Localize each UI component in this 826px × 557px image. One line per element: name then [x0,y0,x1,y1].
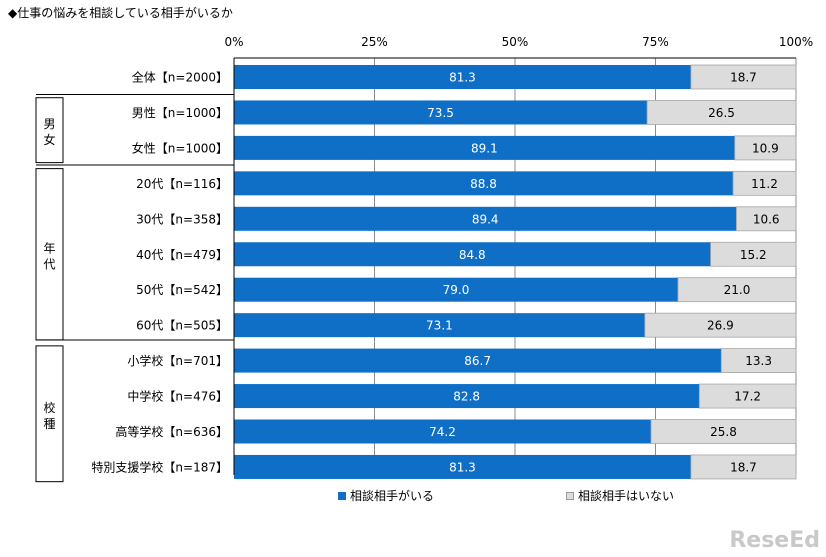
bar-no [644,312,797,338]
value-label-yes: 89.1 [471,141,498,155]
category-label: 60代【n=505】 [136,319,228,333]
bar-yes [234,419,652,444]
x-tick-label: 0% [224,35,243,49]
category-label: 高等学校【n=636】 [115,424,228,439]
group-box [35,345,64,483]
category-label: 特別支援学校【n=187】 [91,459,228,474]
value-label-no: 26.9 [707,319,734,333]
group-label-char: 校 [43,400,55,415]
value-label-yes: 84.8 [459,248,486,262]
group-label-char: 男 [43,117,55,131]
value-label-yes: 86.7 [464,354,491,368]
group-label-char: 種 [43,417,55,431]
category-label: 小学校【n=701】 [127,353,228,368]
value-label-no: 26.5 [708,106,735,120]
bar-yes [234,171,734,196]
value-label-no: 15.2 [740,248,767,262]
category-label: 全体【n=2000】 [132,70,228,85]
bar-no [732,170,797,196]
bar-no [710,241,797,267]
bar-no [677,277,797,303]
bar-yes [234,384,700,409]
value-label-yes: 82.8 [453,390,480,404]
axis-lines [233,57,796,475]
value-label-no: 13.3 [745,354,772,368]
bar-yes [234,454,691,479]
value-label-no: 18.7 [730,71,757,85]
legend-label-yes: 相談相手がいる [350,489,435,503]
value-label-no: 17.2 [734,390,761,404]
bar-yes [234,242,711,267]
value-label-yes: 81.3 [449,71,476,85]
bar-no [736,206,797,232]
chart-title: ◆仕事の悩みを相談している相手がいるか [8,6,233,20]
value-label-yes: 89.4 [472,212,499,226]
bar-no [650,419,797,444]
category-label: 中学校【n=476】 [127,389,228,404]
bar-yes [234,348,722,373]
bars: 81.3 18.7 73.5 26.5 89.1 10.9 88.8 11.2 89.4 10.6… [234,64,797,480]
x-tick-label: 50% [502,35,529,49]
group-label-char: 年 [43,241,55,255]
bar-no [698,383,797,409]
x-tick-label: 25% [361,35,388,49]
category-label: 30代【n=358】 [136,212,228,226]
value-label-yes: 81.3 [449,460,476,474]
x-tick-label: 100% [779,35,813,49]
group-box [35,168,64,341]
legend-item-no: 相談相手はいない [566,487,674,504]
watermark-logo: ReseEd [729,528,820,553]
value-label-no: 21.0 [724,283,751,297]
bar-no [690,64,797,90]
legend-item-yes: 相談相手がいる [338,487,434,504]
value-label-yes: 79.0 [443,283,470,297]
category-label: 男性【n=1000】 [132,106,228,120]
value-label-no: 10.6 [753,212,780,226]
category-label: 20代【n=116】 [136,177,228,191]
bar-yes [234,65,691,89]
category-labels: 全体【n=2000】男性【n=1000】女性【n=1000】 20代【n=116】… [91,70,228,475]
value-label-yes: 88.8 [470,177,497,191]
value-label-no: 25.8 [710,425,737,439]
bar-yes [234,135,735,160]
category-label: 50代【n=542】 [136,283,228,297]
bar-yes [234,277,678,302]
legend-swatch-yes [338,491,346,500]
group-label-char: 代 [43,257,55,271]
bar-yes [234,100,648,125]
value-label-no: 10.9 [752,141,779,155]
bar-yes [234,313,645,338]
bar-no [690,454,797,480]
legend-label-no: 相談相手はいない [578,489,675,503]
value-label-yes: 73.5 [427,106,454,120]
value-label-no: 11.2 [751,177,778,191]
legend-swatch-no [566,491,574,500]
category-label: 40代【n=479】 [136,248,228,262]
category-label: 女性【n=1000】 [132,140,228,155]
x-axis-ticks: 0% 25% 50% 75% 100% [224,35,813,49]
group-label-char: 女 [43,132,55,147]
value-label-yes: 73.1 [426,319,453,333]
bar-no [734,135,797,161]
bar-yes [234,206,737,231]
group-box [35,97,64,164]
value-label-no: 18.7 [730,460,757,474]
x-tick-label: 75% [642,35,669,49]
bar-no [720,348,797,374]
bar-no [646,100,797,125]
legend: 相談相手がいる 相談相手はいない [0,487,826,503]
value-label-yes: 74.2 [429,425,456,439]
